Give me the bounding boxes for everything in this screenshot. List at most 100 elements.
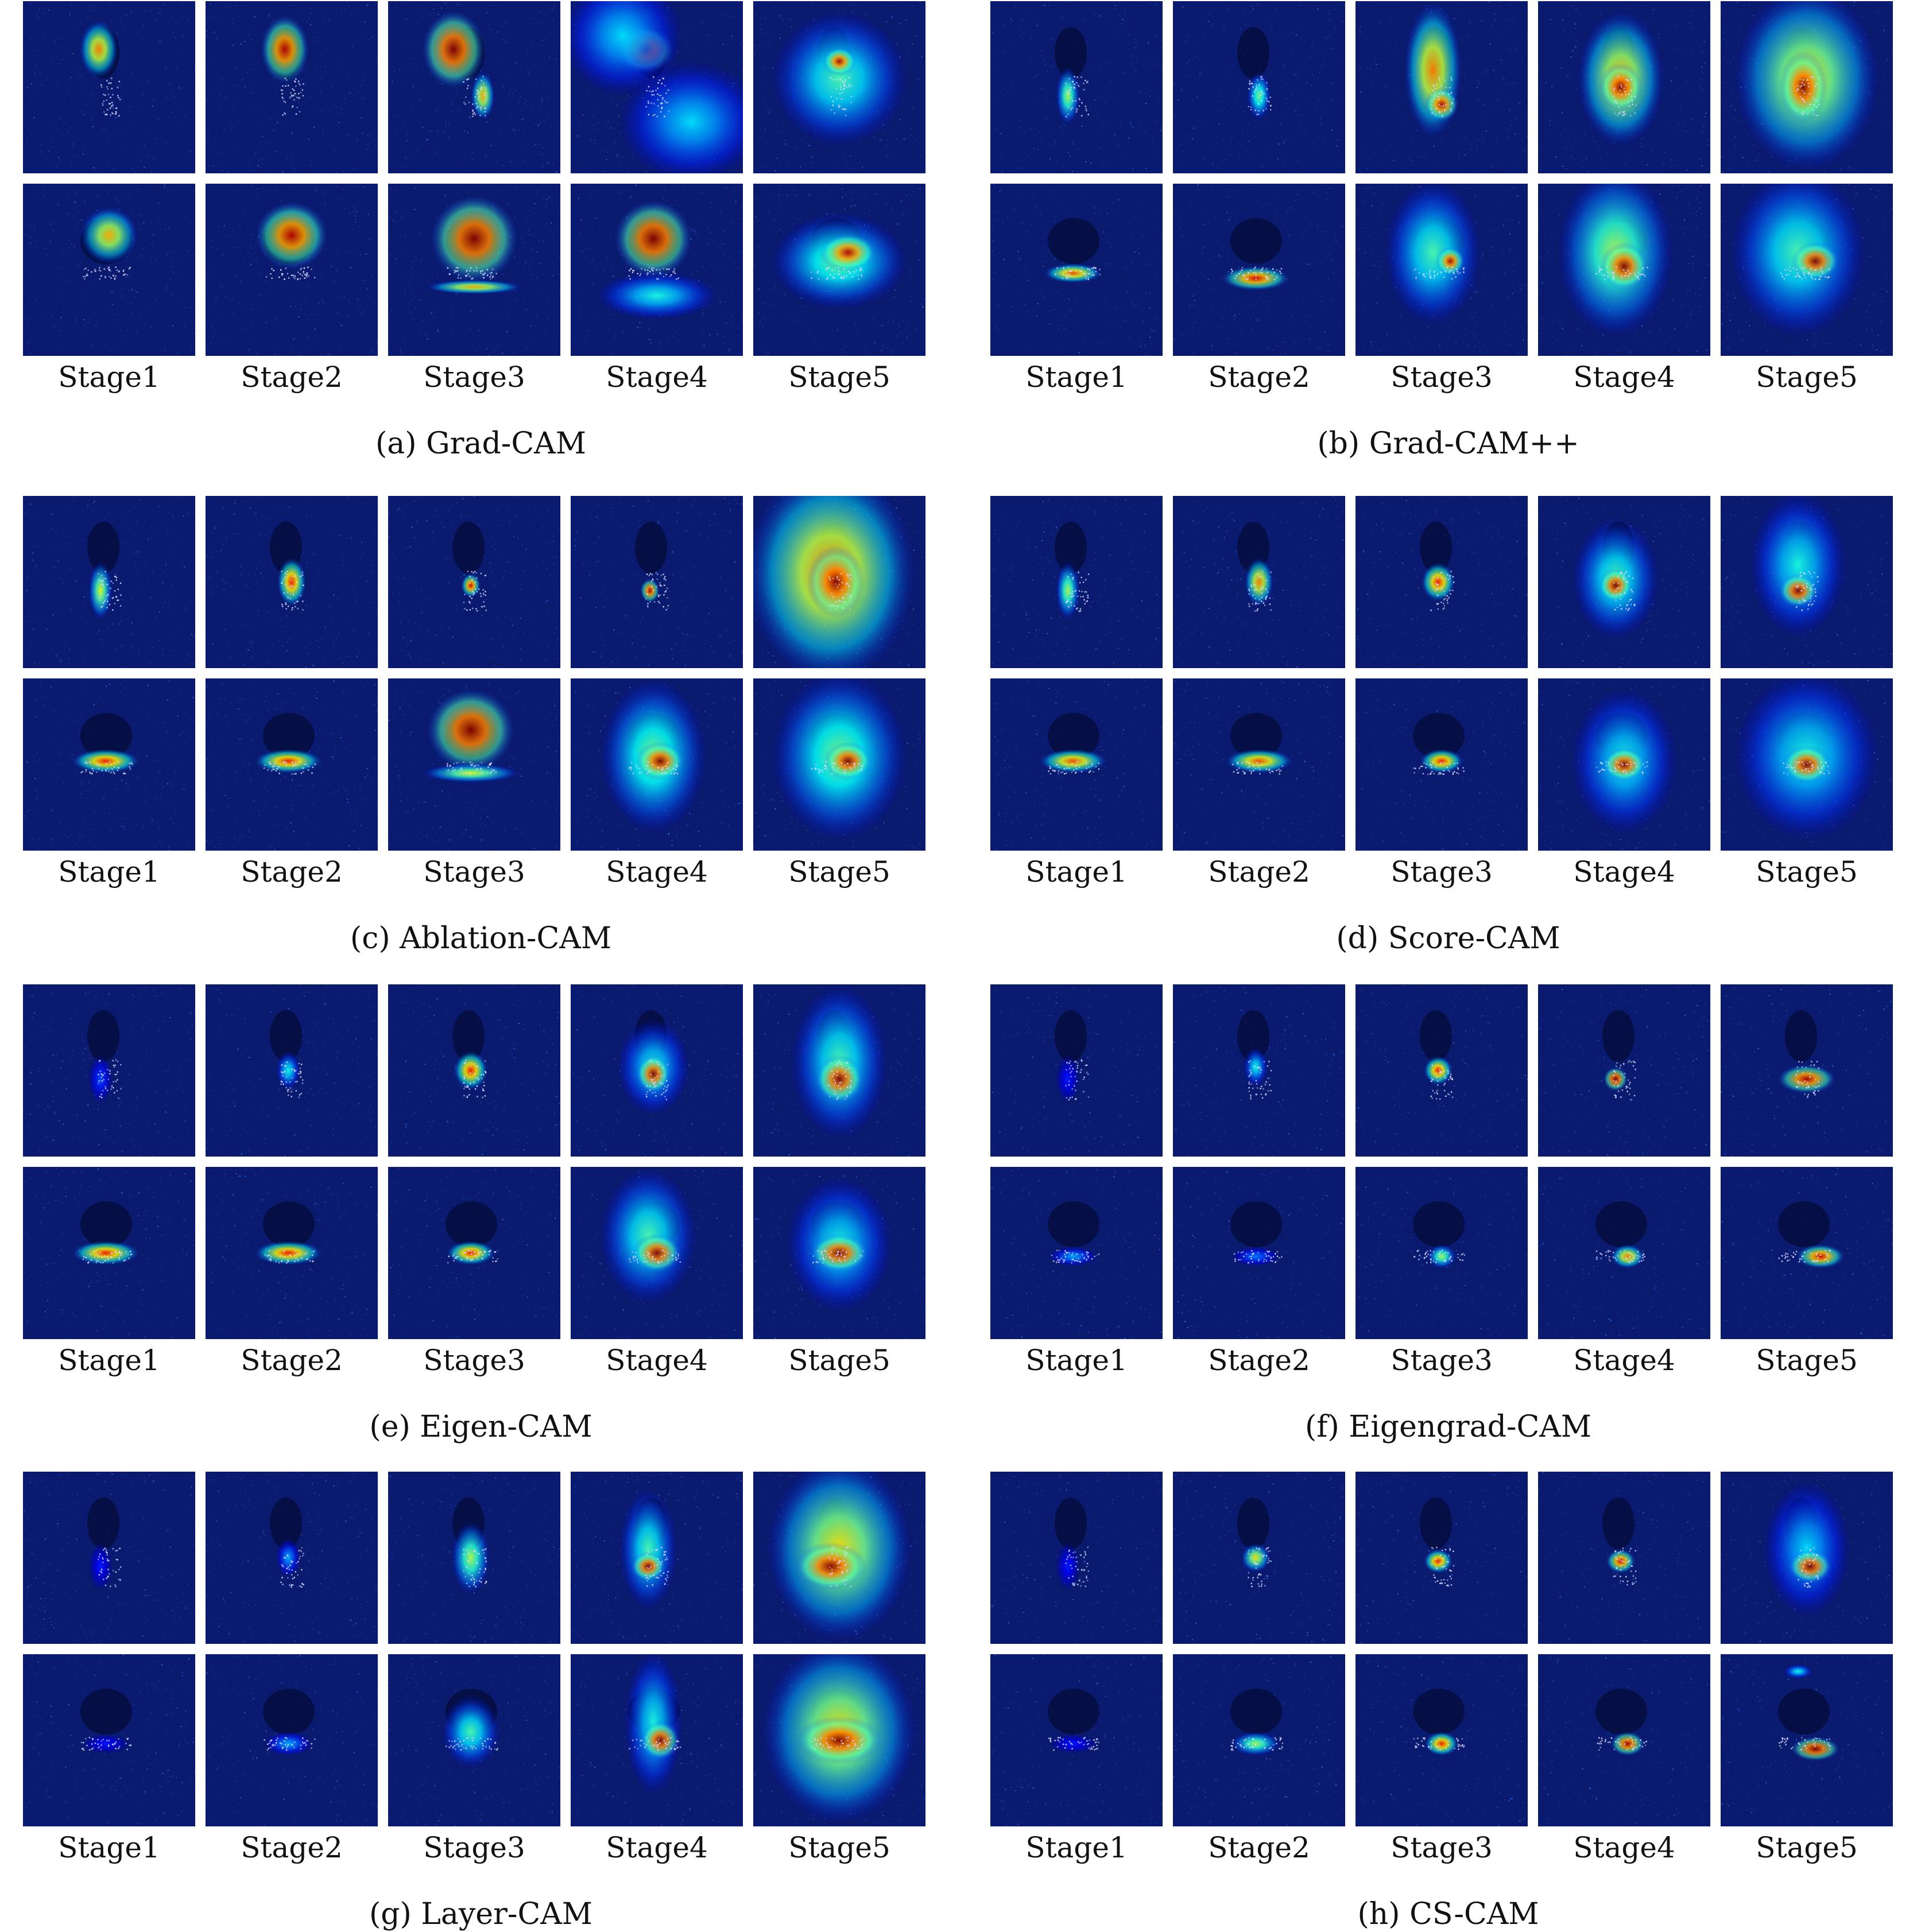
- heatmap-tile: [1721, 1472, 1893, 1644]
- heatmap-image: [990, 496, 1163, 668]
- heatmap-tile: [753, 984, 925, 1157]
- target-shadow: [1237, 27, 1269, 79]
- panel-caption: (h) CS-CAM: [990, 1896, 1906, 1932]
- heatmap-tile: [990, 984, 1163, 1157]
- target-shadow: [87, 1010, 119, 1062]
- stage-label: Stage2: [1173, 360, 1345, 394]
- heatmap-background: [571, 496, 743, 668]
- heatmap-image: [1538, 678, 1710, 851]
- stage-label: Stage1: [23, 855, 195, 889]
- heatmap-image: [388, 184, 560, 356]
- target-shadow: [1055, 1498, 1087, 1549]
- heatmap-image: [1538, 496, 1710, 668]
- panel-caption: (g) Layer-CAM: [23, 1896, 939, 1932]
- heatmap-tile: [1173, 1472, 1345, 1644]
- heatmap-tile: [388, 678, 560, 851]
- heat-overlay: [1420, 749, 1463, 773]
- heatmap-image: [1355, 496, 1528, 668]
- heatmap-tile: [1721, 1167, 1893, 1339]
- heat-overlay: [276, 1051, 300, 1089]
- heatmap-image: [23, 1654, 195, 1826]
- heatmap-image: [571, 678, 743, 851]
- heat-overlay: [442, 1696, 500, 1768]
- stage-label: Stage4: [1538, 1830, 1710, 1865]
- heatmap-tile: [571, 1167, 743, 1339]
- heatmap-tile: [1355, 496, 1528, 668]
- heatmap-tile: [23, 496, 195, 668]
- heatmap-image: [23, 678, 195, 851]
- heatmap-tile: [23, 1654, 195, 1826]
- stage-label: Stage1: [990, 1830, 1163, 1865]
- heatmap-image: [1538, 1167, 1710, 1339]
- heatmap-image: [753, 678, 925, 851]
- heat-overlay: [1049, 1247, 1097, 1266]
- target-shadow: [80, 1689, 132, 1735]
- heat-overlay: [254, 749, 322, 773]
- heatmap-image: [23, 1472, 195, 1644]
- stage-label: Stage3: [1355, 855, 1528, 889]
- heatmap-image: [388, 1167, 560, 1339]
- heatmap-tile: [990, 184, 1163, 356]
- stage-label: Stage5: [1721, 855, 1893, 889]
- heat-overlay: [1763, 1481, 1850, 1616]
- heatmap-tile: [1355, 184, 1528, 356]
- heatmap-image: [206, 984, 378, 1157]
- heatmap-tile: [23, 1167, 195, 1339]
- target-shadow: [80, 1201, 132, 1247]
- heat-overlay: [1385, 184, 1481, 325]
- heatmap-tile: [206, 678, 378, 851]
- target-shadow: [1420, 1498, 1452, 1549]
- stage-label: Stage2: [206, 855, 378, 889]
- stage-label: Stage4: [1538, 1343, 1710, 1378]
- heatmap-image: [1721, 1, 1893, 173]
- heatmap-tile: [753, 1, 925, 173]
- heatmap-image: [23, 184, 195, 356]
- heatmap-image: [990, 1472, 1163, 1644]
- heat-overlay: [1604, 1067, 1628, 1091]
- heatmap-tile: [571, 984, 743, 1157]
- heatmap-image: [571, 496, 743, 668]
- heat-overlay: [79, 21, 118, 79]
- heat-overlay: [1424, 1549, 1453, 1573]
- stage-label: Stage4: [571, 360, 743, 394]
- heatmap-image: [388, 496, 560, 668]
- panel-caption: (e) Eigen-CAM: [23, 1409, 939, 1445]
- heatmap-tile: [753, 1167, 925, 1339]
- target-shadow: [1048, 218, 1099, 264]
- heatmap-tile: [1355, 678, 1528, 851]
- heatmap-image: [990, 1654, 1163, 1826]
- heatmap-image: [571, 184, 743, 356]
- heat-overlay: [264, 1732, 312, 1756]
- heatmap-tile: [571, 1, 743, 173]
- heatmap-tile: [1355, 1472, 1528, 1644]
- heat-overlay: [255, 201, 328, 269]
- target-shadow: [1778, 1201, 1830, 1247]
- stage-label: Stage3: [1355, 1830, 1528, 1865]
- stage-label: Stage3: [1355, 360, 1528, 394]
- stage-label: Stage1: [23, 1830, 195, 1865]
- heatmap-image: [1721, 184, 1893, 356]
- heatmap-tile: [23, 678, 195, 851]
- stage-label: Stage3: [1355, 1343, 1528, 1378]
- heatmap-image: [206, 496, 378, 668]
- target-shadow: [452, 522, 485, 573]
- heat-overlay: [1231, 1247, 1280, 1266]
- heatmap-tile: [1538, 1, 1710, 173]
- heatmap-image: [1355, 1472, 1528, 1644]
- heatmap-tile: [1173, 984, 1345, 1157]
- heatmap-tile: [990, 678, 1163, 851]
- heat-overlay: [1247, 72, 1271, 120]
- heatmap-tile: [1538, 984, 1710, 1157]
- heat-overlay: [451, 1522, 490, 1594]
- stage-label: Stage2: [206, 1830, 378, 1865]
- target-shadow: [1230, 1201, 1282, 1247]
- stage-label: Stage1: [990, 360, 1163, 394]
- heatmap-image: [1173, 984, 1345, 1157]
- heatmap-image: [1721, 984, 1893, 1157]
- heat-overlay: [772, 11, 907, 146]
- heatmap-tile: [753, 1472, 925, 1644]
- stage-label: Stage4: [571, 1343, 743, 1378]
- heat-overlay: [600, 1168, 696, 1303]
- heatmap-tile: [1721, 984, 1893, 1157]
- heatmap-tile: [1538, 1167, 1710, 1339]
